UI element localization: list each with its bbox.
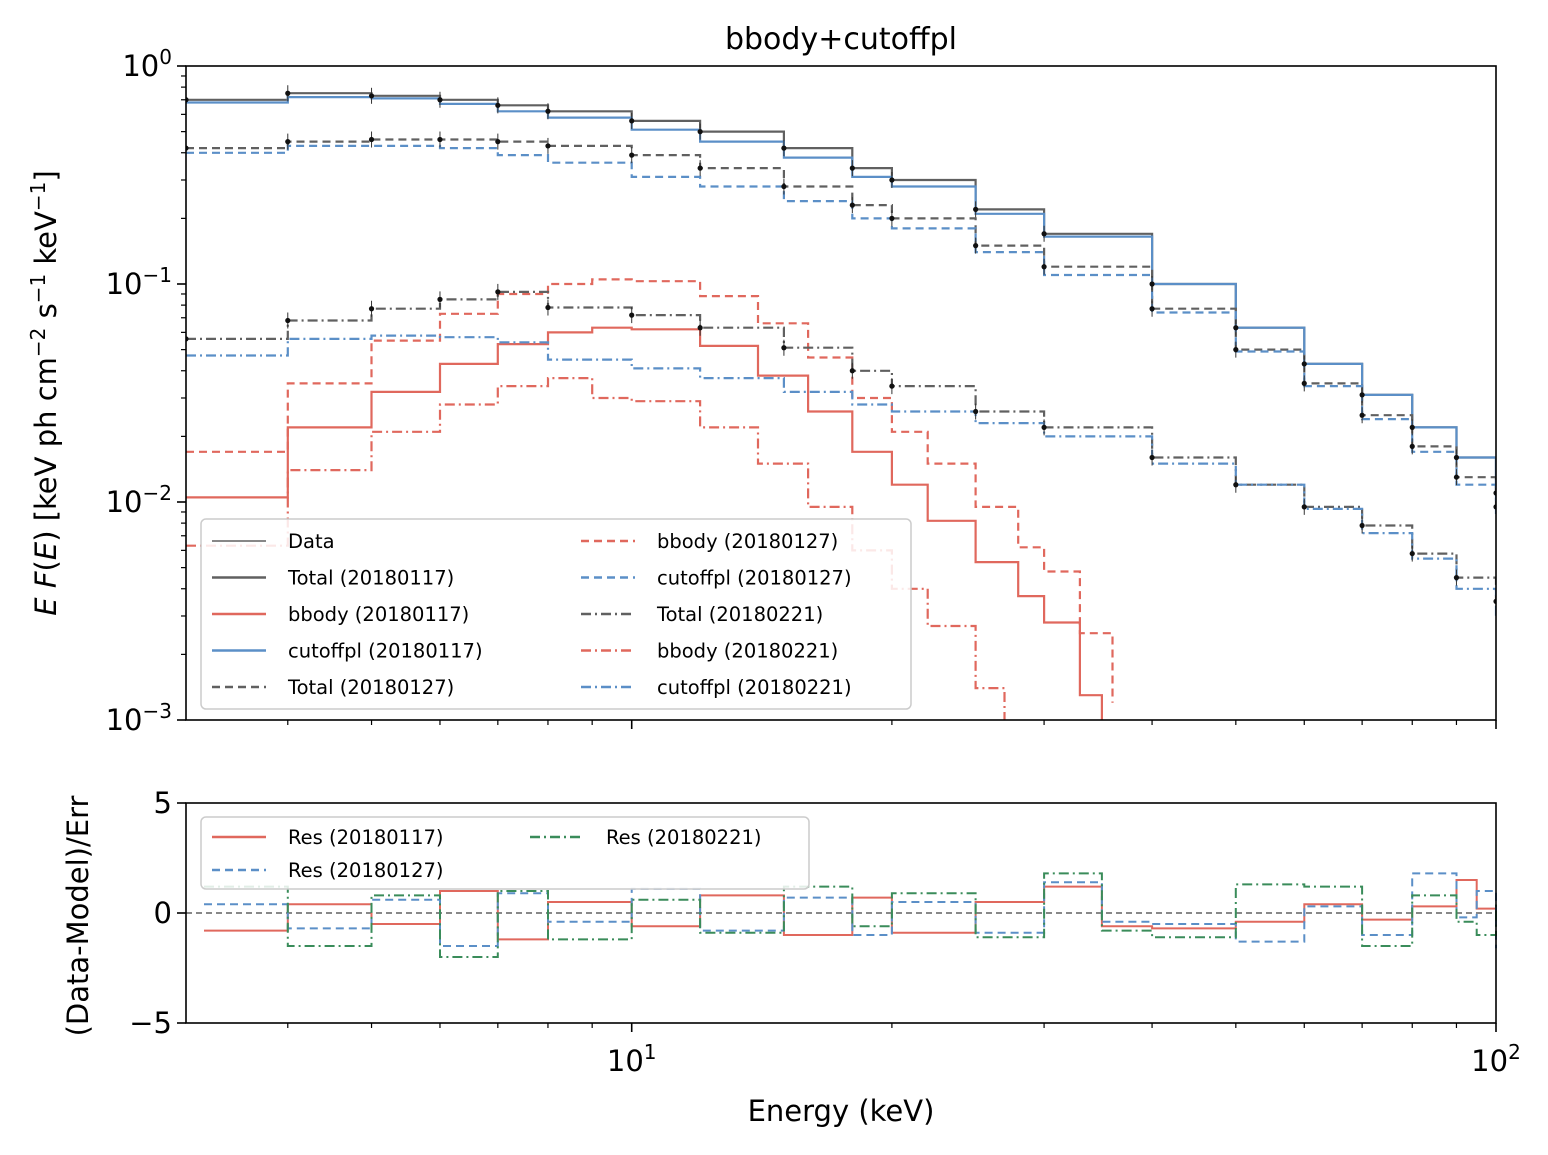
data-point (1041, 264, 1047, 270)
data-point (495, 138, 501, 145)
series-bbody-20180221 (186, 377, 1006, 720)
data-point (1041, 424, 1047, 430)
data-point (697, 129, 703, 135)
top-y-tick-label: 10−1 (106, 263, 172, 301)
data-point (889, 177, 895, 183)
data-point (629, 118, 635, 124)
data-point (368, 306, 375, 312)
data-point (629, 312, 635, 318)
data-point (1359, 392, 1365, 398)
top-y-tick-label: 10−2 (106, 481, 172, 519)
data-point (1359, 522, 1365, 529)
bottom-legend-frame (200, 816, 810, 890)
data-point (889, 383, 895, 389)
top-legend-label: bbody (20180127) (657, 530, 838, 553)
data-point (781, 183, 787, 190)
data-point (973, 206, 979, 212)
series-bbody-20180117 (186, 326, 1103, 720)
top-y-tick-label: 10−3 (106, 699, 172, 737)
top-legend-label: bbody (20180221) (657, 640, 838, 663)
data-point (781, 345, 787, 351)
data-point (1233, 482, 1239, 488)
bottom-y-tick-label: 5 (154, 786, 172, 820)
data-point (1149, 454, 1155, 461)
data-point (437, 136, 443, 143)
top-legend-label: cutoffpl (20180127) (657, 567, 852, 590)
top-panel-data-points (186, 85, 1496, 610)
data-point (545, 143, 551, 149)
data-point (1149, 281, 1155, 287)
bottom-panel-x-tick-labels: 101 102 (607, 1040, 1521, 1078)
data-point (437, 296, 443, 302)
bottom-legend-label: Res (20180221) (606, 826, 762, 849)
data-point (849, 202, 855, 208)
data-point (545, 304, 551, 311)
x-tick-label: 102 (1471, 1040, 1521, 1078)
top-panel-y-axis-label: E F(E) [keV ph cm−2 s−1 keV−1] (26, 170, 63, 615)
data-point (1453, 474, 1460, 480)
data-point (1409, 443, 1415, 449)
data-point (1149, 306, 1155, 312)
bottom-panel-series (204, 872, 1497, 958)
x-axis-label: Energy (keV) (748, 1094, 935, 1128)
top-legend-label: bbody (20180117) (288, 603, 469, 626)
data-point (1301, 380, 1307, 386)
data-point (849, 165, 855, 171)
bottom-panel-frame (185, 802, 1497, 1024)
top-y-tick-label: 100 (122, 45, 172, 83)
data-point (285, 138, 291, 145)
data-point (437, 97, 443, 103)
data-point (285, 317, 291, 324)
bottom-y-tick-label: −5 (129, 1006, 172, 1040)
top-legend-label: Total (20180221) (656, 603, 823, 626)
top-legend-label: Data (288, 530, 335, 553)
data-point (545, 108, 551, 114)
data-point (1233, 325, 1239, 331)
x-tick-label: 101 (607, 1040, 657, 1078)
bottom-panel-legend: Res (20180117) Res (20180127) Res (2018022… (200, 816, 810, 890)
data-point (973, 408, 979, 415)
data-point (285, 90, 291, 96)
top-panel-ticks (177, 65, 1497, 729)
data-point (1409, 550, 1415, 557)
top-panel-frame (185, 65, 1497, 721)
data-point (1041, 231, 1047, 237)
data-point (697, 165, 703, 171)
top-panel-legend: Data Total (20180117) bbody (20180117) cuto… (200, 518, 912, 710)
top-panel-y-tick-labels: 100 10−1 10−2 10−3 (106, 45, 172, 737)
top-legend-frame (200, 518, 912, 710)
bottom-legend-label: Res (20180117) (288, 826, 444, 849)
data-point (973, 243, 979, 249)
top-legend-label: Total (20180127) (287, 676, 454, 699)
data-point (629, 152, 635, 158)
top-legend-label: cutoffpl (20180221) (657, 676, 852, 699)
bottom-panel-y-axis-label: (Data-Model)/Err (61, 796, 95, 1037)
series-bbody-20180127 (186, 278, 1114, 703)
data-point (1359, 412, 1365, 418)
data-point (1453, 574, 1460, 581)
chart-title: bbody+cutoffpl (725, 22, 957, 57)
data-point (1233, 347, 1239, 353)
data-point (781, 145, 787, 151)
data-point (697, 325, 703, 331)
bottom-legend-label: Res (20180127) (288, 859, 444, 882)
data-point (1409, 424, 1415, 430)
data-point (1301, 361, 1307, 367)
data-point (1453, 454, 1460, 461)
data-point (495, 289, 501, 295)
top-legend-label: cutoffpl (20180117) (288, 640, 483, 663)
bottom-panel-y-tick-labels: 5 0 −5 (129, 786, 172, 1040)
data-point (889, 215, 895, 221)
top-legend-label: Total (20180117) (287, 567, 454, 590)
data-point (849, 368, 855, 374)
data-point (368, 93, 375, 99)
bottom-panel-ticks (177, 802, 1497, 1032)
residual-res-20180221 (204, 872, 1497, 958)
bottom-y-tick-label: 0 (154, 896, 172, 930)
data-point (368, 136, 375, 143)
data-point (1301, 504, 1307, 510)
data-point (495, 102, 501, 108)
